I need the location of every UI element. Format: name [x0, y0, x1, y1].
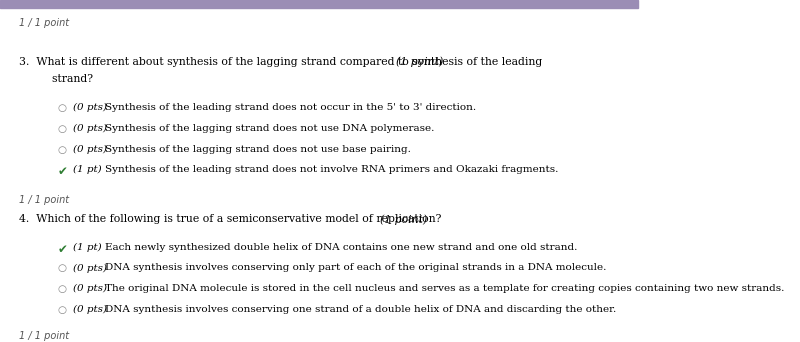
Text: 1 / 1 point: 1 / 1 point: [19, 331, 70, 341]
Text: ○: ○: [58, 263, 66, 274]
Text: (1 point): (1 point): [396, 57, 443, 67]
Text: The original DNA molecule is stored in the cell nucleus and serves as a template: The original DNA molecule is stored in t…: [106, 284, 785, 293]
Text: (1 pt): (1 pt): [74, 165, 102, 174]
Text: ○: ○: [58, 305, 66, 315]
Text: DNA synthesis involves conserving only part of each of the original strands in a: DNA synthesis involves conserving only p…: [106, 263, 606, 273]
Text: 4.  Which of the following is true of a semiconservative model of replication?: 4. Which of the following is true of a s…: [19, 214, 442, 224]
Text: (0 pts): (0 pts): [74, 305, 107, 314]
Text: strand?: strand?: [38, 74, 94, 83]
Text: 1 / 1 point: 1 / 1 point: [19, 195, 70, 205]
Text: Synthesis of the lagging strand does not use base pairing.: Synthesis of the lagging strand does not…: [106, 145, 411, 154]
Text: (0 pts): (0 pts): [74, 263, 107, 273]
Text: (1 pt): (1 pt): [74, 243, 102, 252]
Text: Synthesis of the leading strand does not occur in the 5' to 3' direction.: Synthesis of the leading strand does not…: [106, 103, 477, 112]
Text: 1 / 1 point: 1 / 1 point: [19, 18, 70, 28]
Text: (0 pts): (0 pts): [74, 145, 107, 154]
Text: 3.  What is different about synthesis of the lagging strand compared to synthesi: 3. What is different about synthesis of …: [19, 57, 542, 67]
Text: ✔: ✔: [58, 165, 67, 178]
Text: (1 point): (1 point): [380, 214, 427, 225]
Text: ○: ○: [58, 124, 66, 134]
Text: DNA synthesis involves conserving one strand of a double helix of DNA and discar: DNA synthesis involves conserving one st…: [106, 305, 617, 314]
Text: (0 pts): (0 pts): [74, 124, 107, 133]
Text: Each newly synthesized double helix of DNA contains one new strand and one old s: Each newly synthesized double helix of D…: [106, 243, 578, 252]
Text: (0 pts): (0 pts): [74, 284, 107, 293]
Text: ○: ○: [58, 284, 66, 294]
Text: Synthesis of the lagging strand does not use DNA polymerase.: Synthesis of the lagging strand does not…: [106, 124, 434, 133]
Text: (0 pts): (0 pts): [74, 103, 107, 113]
Text: ✔: ✔: [58, 243, 67, 256]
Text: ○: ○: [58, 103, 66, 113]
Bar: [0, 0, 638, 8]
Text: Synthesis of the leading strand does not involve RNA primers and Okazaki fragmen: Synthesis of the leading strand does not…: [106, 165, 558, 174]
Text: ○: ○: [58, 145, 66, 155]
